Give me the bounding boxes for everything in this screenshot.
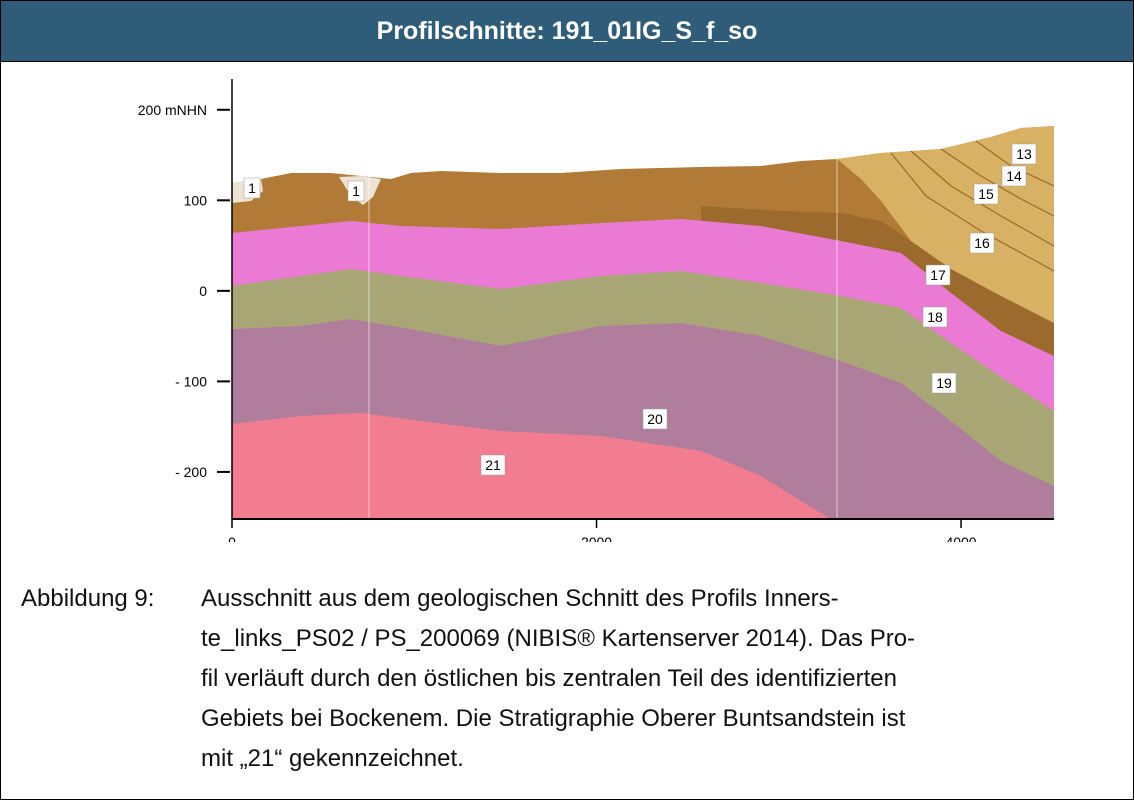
layer-label-box bbox=[1011, 143, 1037, 165]
layer-label-box bbox=[922, 306, 948, 328]
x-tick-label: 2000 bbox=[581, 534, 612, 542]
layers bbox=[232, 79, 1055, 519]
caption-line: mit „21“ gekennzeichnet. bbox=[201, 745, 464, 772]
y-tick-label: 100 bbox=[184, 192, 208, 208]
layer-tan bbox=[837, 126, 1054, 323]
caption-line: Gebiets bei Bockenem. Die Stratigraphie … bbox=[201, 705, 906, 732]
y-tick-label: - 100 bbox=[175, 373, 207, 389]
layer-label-box bbox=[969, 232, 995, 254]
layer-label-box bbox=[973, 183, 999, 205]
layer-label: 17 bbox=[930, 267, 946, 283]
layer-label: 19 bbox=[936, 375, 952, 391]
caption-line: Ausschnitt aus dem geologischen Schnitt … bbox=[201, 585, 839, 612]
layer-label: 16 bbox=[974, 235, 990, 251]
layer-label: 21 bbox=[485, 457, 501, 473]
layer-label-box bbox=[925, 264, 951, 286]
layer-label: 15 bbox=[978, 186, 994, 202]
x-tick-label: 4000 bbox=[945, 534, 976, 542]
layer-label-box bbox=[243, 177, 261, 199]
layer-label: 1 bbox=[352, 183, 360, 199]
y-tick-label: 0 bbox=[199, 283, 207, 299]
profile-diagram: 200 mNHN 100 0 - 100 - 200 0 2000 4000 1 1 13 14 15… bbox=[138, 79, 1055, 542]
layer-red bbox=[232, 413, 831, 519]
layer-label-box bbox=[347, 180, 365, 202]
strata-line bbox=[890, 152, 1055, 272]
ticks: 200 mNHN 100 0 - 100 - 200 0 2000 4000 bbox=[138, 102, 977, 542]
y-tick-label: 200 mNHN bbox=[138, 102, 207, 118]
layer-label-box bbox=[1001, 165, 1027, 187]
layer-label: 14 bbox=[1006, 168, 1022, 184]
layer-label-box bbox=[931, 372, 957, 394]
layer-label: 1 bbox=[248, 180, 256, 196]
caption-label: Abbildung 9: bbox=[21, 585, 155, 612]
strata-line bbox=[940, 148, 1055, 217]
layer-labels: 1 1 13 14 15 16 17 18 19 20 21 bbox=[243, 143, 1037, 476]
layer-label-box bbox=[480, 454, 506, 476]
layer-label: 18 bbox=[927, 309, 943, 325]
caption-line: fil verläuft durch den östlichen bis zen… bbox=[201, 665, 897, 692]
layer-label-box bbox=[642, 408, 668, 430]
layer-label: 13 bbox=[1016, 146, 1032, 162]
x-tick-label: 0 bbox=[228, 534, 236, 542]
header-title: Profilschnitte: 191_01IG_S_f_so bbox=[1, 1, 1133, 62]
layer-label: 20 bbox=[647, 411, 663, 427]
y-tick-label: - 200 bbox=[175, 464, 207, 480]
caption-line: te_links_PS02 / PS_200069 (NIBIS® Karten… bbox=[201, 625, 916, 652]
